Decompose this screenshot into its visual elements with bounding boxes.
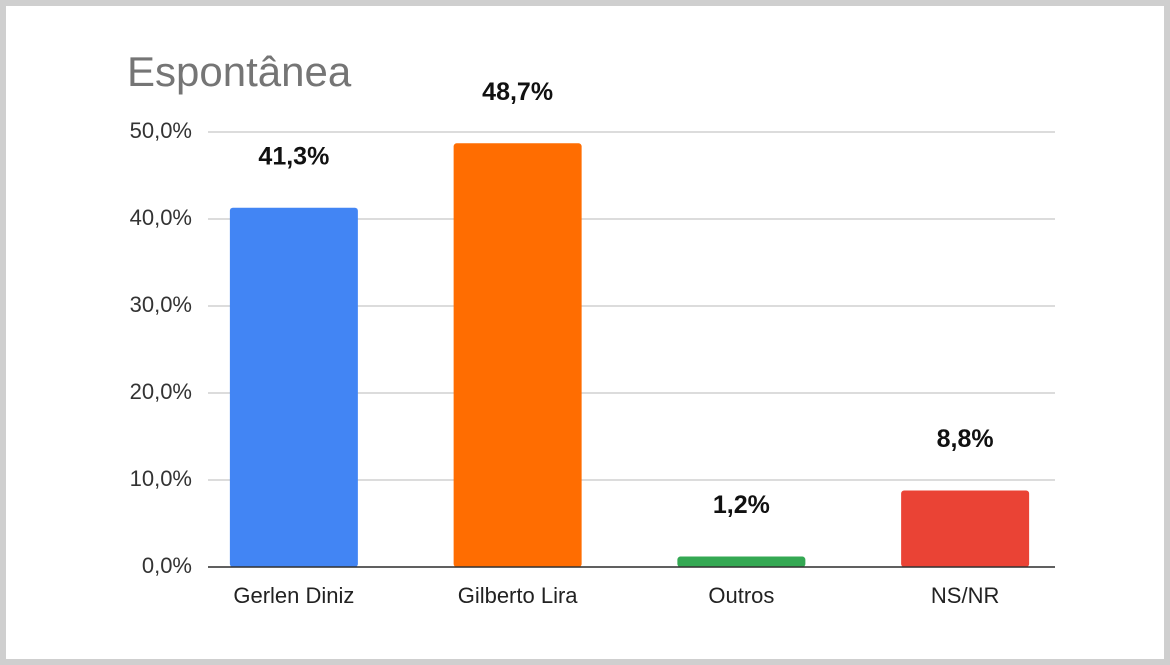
- y-tick-label: 30,0%: [130, 292, 192, 317]
- value-label: 8,8%: [937, 425, 994, 453]
- y-tick-label: 20,0%: [130, 379, 192, 404]
- x-tick-label: Gilberto Lira: [458, 583, 579, 608]
- y-tick-label: 0,0%: [142, 553, 192, 578]
- bar: [901, 490, 1030, 567]
- value-label: 41,3%: [258, 142, 329, 170]
- x-tick-label: Gerlen Diniz: [233, 583, 354, 608]
- bar: [677, 556, 806, 567]
- y-tick-label: 40,0%: [130, 205, 192, 230]
- bar: [229, 207, 358, 567]
- value-label: 48,7%: [482, 78, 553, 106]
- y-tick-label: 10,0%: [130, 466, 192, 491]
- chart-title: Espontânea: [127, 48, 352, 95]
- x-tick-label: NS/NR: [931, 583, 999, 608]
- x-tick-label: Outros: [708, 583, 774, 608]
- value-label: 1,2%: [713, 491, 770, 519]
- bar: [453, 143, 582, 567]
- y-tick-label: 50,0%: [130, 118, 192, 143]
